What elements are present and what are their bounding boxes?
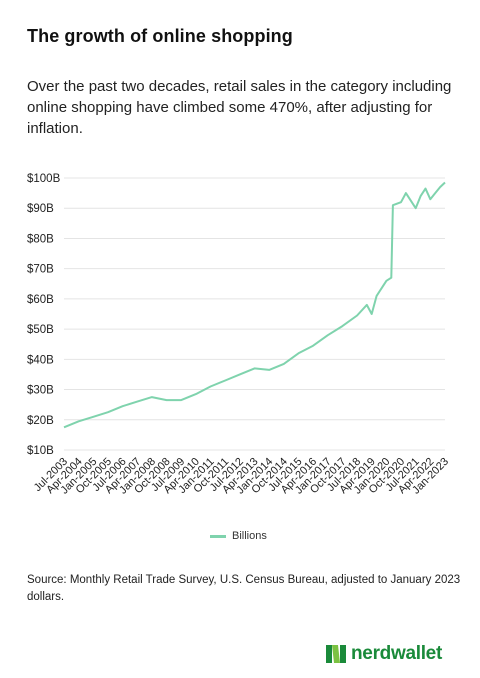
y-tick-label: $60B [27, 294, 54, 306]
series-line-billions [63, 181, 446, 429]
chart-title: The growth of online shopping [27, 26, 293, 46]
y-tick-label: $30B [27, 385, 54, 397]
nerdwallet-logo: nerdwallet [325, 643, 442, 665]
logo-wordmark: nerdwallet [351, 643, 442, 664]
y-tick-label: $20B [27, 415, 54, 427]
y-tick-label: $90B [27, 203, 54, 215]
y-tick-label: $50B [27, 324, 54, 336]
line-chart: $10B $20B $30B $40B $50B $60B $70B $80B $90B $100… [27, 173, 451, 497]
legend-swatch [210, 534, 226, 538]
y-tick-label: $10B [27, 445, 54, 457]
y-tick-label: $100B [27, 173, 61, 185]
legend-label: Billions [232, 530, 267, 542]
nerdwallet-n-logo-icon [326, 645, 346, 663]
y-tick-label: $70B [27, 264, 54, 276]
chart-subtitle: Over the past two decades, retail sales … [27, 78, 452, 137]
y-tick-label: $40B [27, 354, 54, 366]
source-note: Source: Monthly Retail Trade Survey, U.S… [27, 574, 461, 603]
chart-legend: Billions [210, 530, 267, 542]
y-tick-label: $80B [27, 233, 54, 245]
